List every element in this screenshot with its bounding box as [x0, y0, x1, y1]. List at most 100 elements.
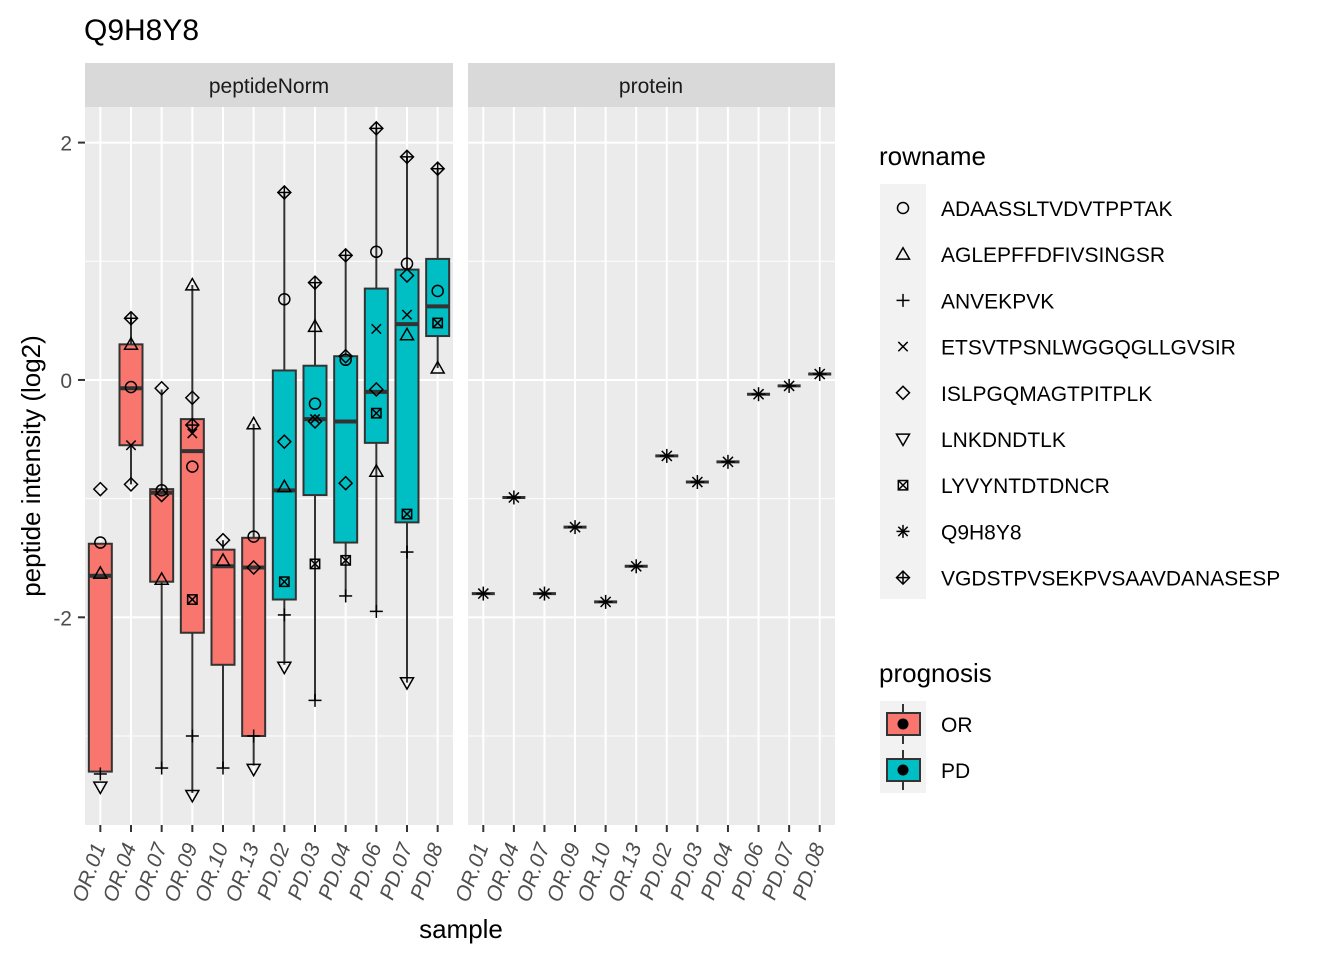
- point-asterisk: [568, 520, 583, 535]
- legend-label-rowname: Q9H8Y8: [941, 521, 1022, 544]
- point-triangle: [153, 571, 170, 585]
- legend-key-triangle: [895, 246, 911, 260]
- legend-label-rowname: ISLPGQMAGTPITPLK: [941, 383, 1152, 406]
- point-diamond: [399, 267, 415, 284]
- point-square-cross: [432, 317, 444, 329]
- point-asterisk: [537, 586, 552, 601]
- panel-peptidenorm: [85, 107, 453, 825]
- point-circle: [247, 530, 260, 543]
- legend-label-rowname: ETSVTPSNLWGGQGLLGVSIR: [941, 337, 1236, 360]
- legend-key-cross: [897, 341, 909, 352]
- point-triangle: [123, 336, 139, 350]
- point-plus: [247, 729, 261, 743]
- box-body: [271, 369, 297, 601]
- point-plus: [400, 545, 414, 559]
- point-diamond-plus: [123, 310, 139, 326]
- legend-key-asterisk: [896, 524, 910, 538]
- point-plus: [308, 693, 322, 707]
- point-square-cross: [370, 407, 382, 419]
- legend-label-prognosis: PD: [941, 760, 970, 783]
- point-asterisk: [659, 448, 674, 463]
- point-square-cross: [186, 594, 198, 605]
- point-plus: [216, 761, 230, 775]
- point-plus: [339, 589, 353, 603]
- point-asterisk: [476, 586, 491, 601]
- point-diamond: [215, 532, 231, 548]
- legend-key-diamond-plus: [895, 570, 911, 586]
- point-asterisk: [782, 378, 797, 393]
- point-cross: [187, 428, 198, 439]
- point-diamond-plus: [399, 149, 415, 165]
- point-diamond-plus: [368, 120, 384, 136]
- point-circle: [124, 380, 138, 394]
- point-cross: [309, 413, 321, 425]
- point-plus: [155, 761, 169, 775]
- point-asterisk: [506, 490, 521, 505]
- legend-rowname: ADAASSLTVDVTPPTAK AGLEPFFDFIVSINGSR ANVEKP…: [895, 198, 1280, 591]
- point-cross: [401, 309, 413, 320]
- point-triangle-down: [245, 763, 262, 778]
- point-diamond-plus: [338, 247, 354, 263]
- point-triangle: [307, 318, 323, 333]
- facet-strip-protein: [468, 63, 835, 107]
- point-triangle: [215, 552, 231, 566]
- box-layer: [87, 128, 832, 793]
- point-triangle: [92, 565, 109, 580]
- point-triangle: [276, 478, 293, 493]
- legend-label-rowname: LNKDNDTLK: [941, 429, 1066, 452]
- box-body: [149, 488, 175, 583]
- legend-label-rowname: LYVYNTDTDNCR: [941, 475, 1110, 498]
- point-diamond: [154, 380, 170, 396]
- point-diamond: [307, 413, 323, 430]
- point-triangle: [368, 463, 385, 477]
- box-body: [210, 548, 236, 666]
- legend-key-point: [897, 764, 909, 776]
- point-circle: [431, 284, 444, 298]
- y-tick-label: -2: [53, 607, 72, 630]
- legend-key-point: [897, 718, 909, 730]
- point-plus: [277, 608, 291, 622]
- point-circle: [186, 460, 199, 473]
- y-tick-label: 0: [60, 370, 72, 393]
- legend-label-rowname: AGLEPFFDFIVSINGSR: [941, 244, 1165, 267]
- point-circle: [370, 245, 383, 259]
- point-diamond-plus: [184, 417, 200, 433]
- box-body: [394, 268, 420, 524]
- point-cross: [371, 323, 382, 335]
- point-circle: [308, 397, 322, 410]
- y-tick-label: 2: [60, 133, 72, 156]
- point-diamond: [368, 381, 384, 398]
- box-body: [118, 343, 144, 447]
- point-plus: [369, 604, 383, 618]
- point-asterisk: [812, 367, 827, 382]
- chart-title: Q9H8Y8: [84, 14, 199, 47]
- point-diamond-plus: [307, 275, 323, 291]
- point-diamond: [246, 559, 262, 576]
- legend-label-rowname: ADAASSLTVDVTPPTAK: [941, 198, 1172, 221]
- box-body: [333, 355, 359, 544]
- point-asterisk: [598, 594, 613, 609]
- legend-label-rowname: ANVEKPVK: [941, 290, 1054, 313]
- panel-protein: [468, 107, 835, 825]
- point-circle: [278, 292, 291, 306]
- point-asterisk: [629, 559, 644, 574]
- point-triangle-down: [184, 789, 201, 804]
- x-axis-title: sample: [419, 914, 503, 944]
- legend-rowname-title: rowname: [879, 141, 986, 171]
- point-diamond: [338, 348, 354, 364]
- point-triangle: [399, 326, 415, 341]
- point-diamond: [92, 481, 108, 497]
- point-square-cross: [278, 576, 290, 588]
- point-plus: [93, 767, 107, 781]
- point-triangle-down: [399, 676, 415, 691]
- facet-strip-peptidenorm: [85, 63, 453, 107]
- box-body: [302, 364, 328, 497]
- facet-label-protein: protein: [619, 75, 683, 98]
- point-diamond: [276, 434, 292, 450]
- facet-label-peptidenorm: peptideNorm: [209, 75, 329, 98]
- point-diamond: [123, 476, 139, 492]
- point-asterisk: [690, 475, 705, 490]
- box-body: [363, 287, 389, 444]
- point-diamond: [338, 475, 354, 491]
